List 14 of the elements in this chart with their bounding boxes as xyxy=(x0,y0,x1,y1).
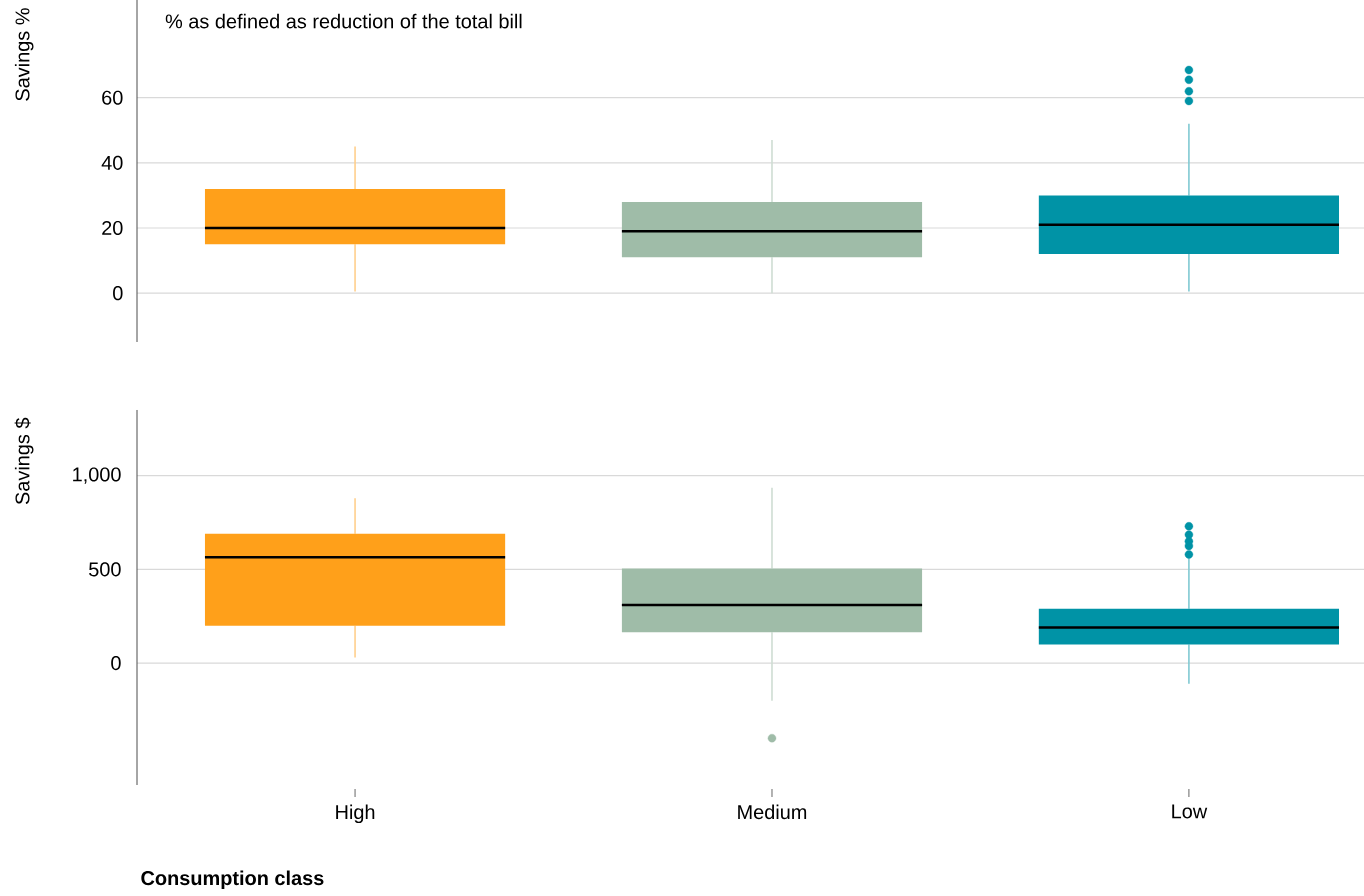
y-tick-label: 500 xyxy=(89,562,121,577)
y-tick-label: 1,000 xyxy=(73,467,121,484)
y-axis-title: Savings $ xyxy=(14,417,34,505)
y-axis-title: Savings % xyxy=(14,8,34,101)
y-tick-label: 40 xyxy=(101,155,123,170)
x-tick-label: Low xyxy=(1172,804,1208,819)
x-tick-label: High xyxy=(336,804,375,824)
x-tick-label: Medium xyxy=(738,804,807,820)
y-tick-label: 0 xyxy=(111,656,121,671)
y-tick-label: 60 xyxy=(102,90,123,105)
y-tick-label: 0 xyxy=(113,286,123,301)
annotation: % as defined as reduction of the total bill xyxy=(165,13,522,29)
x-axis-title: Consumption class xyxy=(141,870,324,890)
y-tick-label: 20 xyxy=(102,220,123,236)
